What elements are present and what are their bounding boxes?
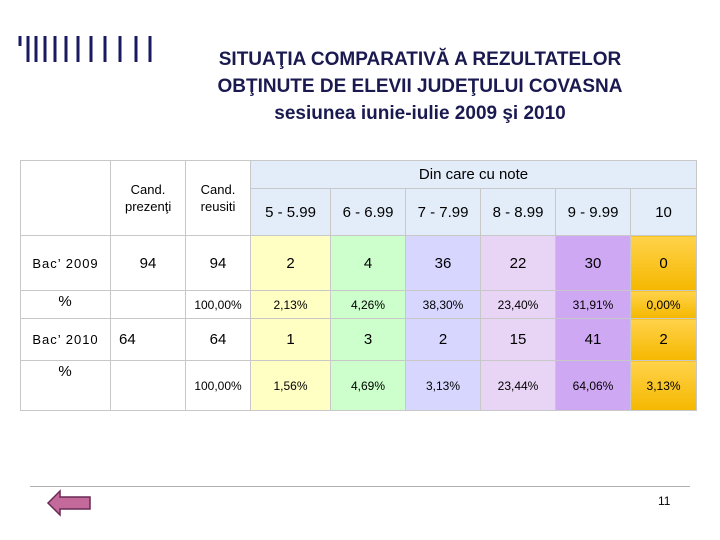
title-line: SITUAŢIA COMPARATIVĂ A REZULTATELOR bbox=[218, 49, 622, 70]
table-row: Bac’ 2010 64 64 1 3 2 15 41 2 bbox=[20, 318, 698, 361]
table-cell: 23,44% bbox=[480, 360, 556, 411]
table-cell: 15 bbox=[480, 318, 556, 361]
column-header: 8 - 8.99 bbox=[480, 188, 556, 236]
table-cell: 2 bbox=[629, 318, 698, 361]
table-cell: 41 bbox=[555, 318, 631, 361]
results-table: Cand. prezenţi Cand. reusiti Din care cu… bbox=[20, 160, 698, 411]
table-cell: 0,00% bbox=[629, 290, 698, 319]
table-cell: 4 bbox=[330, 235, 406, 291]
table-cell: 30 bbox=[555, 235, 631, 291]
table-cell: 100,00% bbox=[185, 290, 251, 319]
table-cell: 31,91% bbox=[555, 290, 631, 319]
row-label: % bbox=[20, 290, 111, 319]
table-cell: 4,26% bbox=[330, 290, 406, 319]
corner-cell bbox=[20, 160, 111, 236]
table-cell: 64 bbox=[185, 318, 251, 361]
back-button[interactable] bbox=[46, 488, 96, 520]
column-header: 9 - 9.99 bbox=[555, 188, 631, 236]
table-row: % 100,00% 1,56% 4,69% 3,13% 23,44% 64,06% 3,13% bbox=[20, 360, 698, 411]
group-header: Din care cu note bbox=[249, 160, 698, 189]
row-label: % bbox=[20, 360, 111, 411]
table-cell: 64 bbox=[110, 318, 186, 361]
title-line: sesiunea iunie-iulie 2009 şi 2010 bbox=[274, 103, 566, 124]
table-cell: 64,06% bbox=[555, 360, 631, 411]
divider bbox=[30, 486, 690, 487]
column-header: Cand. prezenţi bbox=[110, 160, 186, 236]
title-line: OBŢINUTE DE ELEVII JUDEŢULUI COVASNA bbox=[217, 76, 623, 97]
table-cell: 4,69% bbox=[330, 360, 406, 411]
table-cell: 2,13% bbox=[250, 290, 331, 319]
table-cell: 3 bbox=[330, 318, 406, 361]
column-header: Cand. reusiti bbox=[185, 160, 251, 236]
table-cell: 94 bbox=[110, 235, 186, 291]
table-cell bbox=[110, 290, 186, 319]
table-cell: 94 bbox=[185, 235, 251, 291]
decoration bbox=[18, 36, 152, 62]
table-row: Bac’ 2009 94 94 2 4 36 22 30 0 bbox=[20, 235, 698, 291]
table-cell: 1 bbox=[250, 318, 331, 361]
table-cell: 23,40% bbox=[480, 290, 556, 319]
table-cell: 38,30% bbox=[405, 290, 481, 319]
table-cell: 1,56% bbox=[250, 360, 331, 411]
table-cell: 22 bbox=[480, 235, 556, 291]
table-cell: 3,13% bbox=[405, 360, 481, 411]
table-row: % 100,00% 2,13% 4,26% 38,30% 23,40% 31,91% 0,00… bbox=[20, 290, 698, 319]
column-header: 6 - 6.99 bbox=[330, 188, 406, 236]
column-header: 5 - 5.99 bbox=[250, 188, 331, 236]
table-cell: 0 bbox=[629, 235, 698, 291]
table-cell: 2 bbox=[405, 318, 481, 361]
column-header: 10 bbox=[629, 188, 698, 236]
table-cell: 100,00% bbox=[185, 360, 251, 411]
table-cell: 36 bbox=[405, 235, 481, 291]
table-cell: 3,13% bbox=[629, 360, 698, 411]
page-number: 11 bbox=[658, 494, 671, 508]
row-label: Bac’ 2009 bbox=[20, 235, 111, 291]
title: SITUAŢIA COMPARATIVĂ A REZULTATELOR OBŢI… bbox=[160, 46, 680, 127]
column-header: 7 - 7.99 bbox=[405, 188, 481, 236]
table-cell bbox=[110, 360, 186, 411]
row-label: Bac’ 2010 bbox=[20, 318, 111, 361]
table-cell: 2 bbox=[250, 235, 331, 291]
